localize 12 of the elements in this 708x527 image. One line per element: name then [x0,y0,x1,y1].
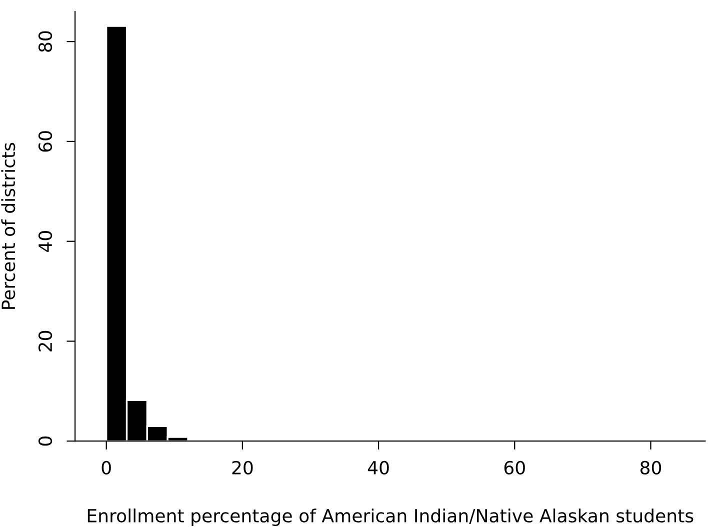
x-tick-label: 0 [102,460,111,475]
y-tick-label: 60 [38,131,52,152]
y-tick-label: 0 [38,436,52,446]
y-axis-title: Percent of districts [1,142,16,309]
x-tick-label: 60 [504,460,525,475]
y-tick-label: 40 [38,231,52,252]
x-tick-label: 80 [640,460,662,475]
y-tick-label: 20 [38,330,52,352]
x-tick-label: 20 [232,460,253,475]
x-axis-title: Enrollment percentage of American Indian/Native Alaskan students [88,508,694,526]
x-tick-label: 40 [368,460,389,475]
y-tick-label: 80 [38,31,52,52]
